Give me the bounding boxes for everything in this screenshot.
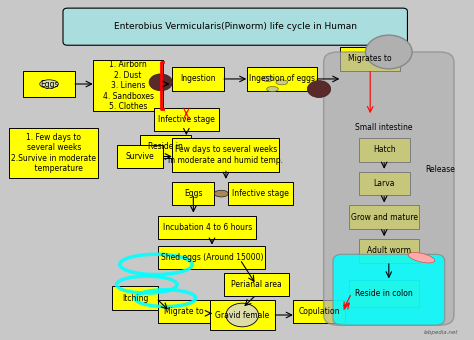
Circle shape — [226, 303, 258, 327]
FancyBboxPatch shape — [358, 172, 410, 195]
Text: Enterobius Vermicularis(Pinworm) life cycle in Human: Enterobius Vermicularis(Pinworm) life cy… — [114, 22, 357, 31]
Text: Survive: Survive — [126, 152, 154, 161]
FancyBboxPatch shape — [293, 300, 345, 323]
FancyBboxPatch shape — [93, 61, 163, 111]
FancyBboxPatch shape — [358, 239, 419, 263]
Text: Infective stage: Infective stage — [232, 189, 289, 198]
FancyBboxPatch shape — [173, 182, 214, 205]
FancyBboxPatch shape — [210, 300, 275, 330]
Text: 1. Airborn
2. Dust
3. Linens
4. Sandboxes
5. Clothes: 1. Airborn 2. Dust 3. Linens 4. Sandboxe… — [103, 61, 154, 111]
Text: Small intestine: Small intestine — [356, 123, 413, 132]
Text: Migrates to: Migrates to — [348, 54, 392, 63]
FancyBboxPatch shape — [358, 138, 410, 162]
FancyBboxPatch shape — [173, 67, 224, 91]
FancyBboxPatch shape — [112, 286, 158, 310]
FancyBboxPatch shape — [228, 182, 293, 205]
FancyBboxPatch shape — [173, 138, 280, 172]
Text: Grow and mature: Grow and mature — [351, 213, 418, 222]
FancyBboxPatch shape — [349, 118, 419, 138]
Text: 1. Few days to
several weeks
2.Survive in moderate
    temperature: 1. Few days to several weeks 2.Survive i… — [11, 133, 96, 173]
FancyBboxPatch shape — [333, 254, 445, 325]
Text: Hatch: Hatch — [373, 145, 395, 154]
Text: Eggs: Eggs — [40, 80, 58, 88]
Ellipse shape — [408, 252, 435, 263]
FancyBboxPatch shape — [158, 216, 256, 239]
Text: Adult worm: Adult worm — [367, 246, 411, 255]
Text: Release: Release — [425, 166, 455, 174]
Text: Itching: Itching — [122, 294, 148, 303]
FancyBboxPatch shape — [349, 205, 419, 229]
Text: Eggs: Eggs — [184, 189, 202, 198]
Text: Copulation: Copulation — [298, 307, 340, 316]
Circle shape — [365, 35, 412, 69]
Circle shape — [307, 81, 331, 98]
Text: Gravid female: Gravid female — [215, 310, 269, 320]
Text: Shed eggs (Around 15000): Shed eggs (Around 15000) — [161, 253, 263, 262]
Ellipse shape — [40, 80, 58, 88]
FancyBboxPatch shape — [158, 246, 265, 270]
Ellipse shape — [214, 190, 228, 197]
Text: Migrate to: Migrate to — [164, 307, 204, 316]
Text: Infective stage: Infective stage — [158, 115, 215, 124]
Ellipse shape — [276, 80, 288, 85]
FancyBboxPatch shape — [224, 273, 289, 296]
FancyBboxPatch shape — [247, 67, 317, 91]
Text: Reside in: Reside in — [148, 142, 183, 151]
FancyBboxPatch shape — [340, 47, 401, 70]
FancyBboxPatch shape — [117, 145, 163, 168]
FancyBboxPatch shape — [349, 279, 419, 307]
FancyBboxPatch shape — [414, 158, 465, 182]
Text: Few days to several weeks
In moderate and humid temp.: Few days to several weeks In moderate an… — [168, 145, 283, 165]
FancyBboxPatch shape — [154, 108, 219, 131]
FancyBboxPatch shape — [324, 52, 454, 325]
Ellipse shape — [267, 87, 278, 91]
Text: Perianal area: Perianal area — [231, 280, 282, 289]
FancyBboxPatch shape — [9, 128, 98, 178]
Text: Incubation 4 to 6 hours: Incubation 4 to 6 hours — [163, 223, 252, 232]
FancyBboxPatch shape — [63, 8, 408, 45]
FancyBboxPatch shape — [23, 70, 74, 98]
Text: labpedia.net: labpedia.net — [424, 330, 459, 335]
FancyBboxPatch shape — [158, 300, 210, 323]
Text: Larva: Larva — [374, 179, 395, 188]
FancyBboxPatch shape — [140, 135, 191, 158]
Text: Ingestion of eggs: Ingestion of eggs — [249, 74, 315, 83]
Text: Ingestion: Ingestion — [180, 74, 216, 83]
Ellipse shape — [262, 76, 273, 82]
Text: Reside in colon: Reside in colon — [356, 289, 413, 298]
Circle shape — [149, 74, 173, 91]
